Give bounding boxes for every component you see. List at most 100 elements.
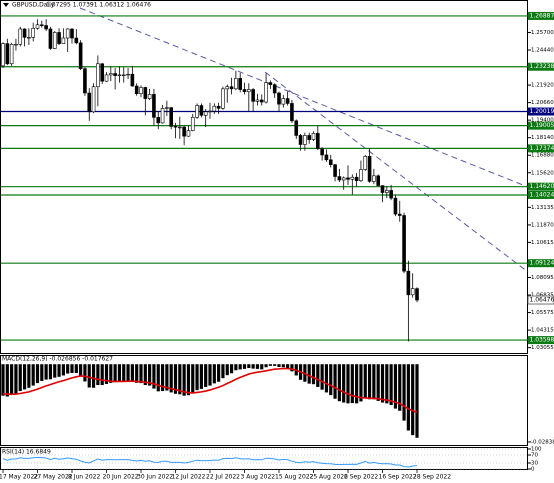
candle-body: [242, 89, 247, 92]
candle-body: [121, 74, 126, 77]
macd-bar: [139, 364, 143, 384]
macd-bar: [199, 364, 203, 389]
y-tick-label: 1.08095: [531, 275, 554, 281]
signal-line: [2, 367, 418, 414]
level-label: 1.03598: [530, 337, 554, 344]
candle-body: [354, 176, 359, 181]
candle-body: [65, 28, 70, 39]
candle-body: [410, 288, 415, 296]
candle-body: [156, 117, 161, 124]
candle-body: [199, 105, 204, 116]
candle-body: [57, 32, 61, 44]
candle-body: [359, 169, 363, 181]
macd-bar: [35, 364, 40, 384]
candle-body: [70, 28, 74, 39]
candle-body: [195, 105, 199, 118]
candle-body: [225, 86, 230, 90]
candle-body: [31, 27, 35, 38]
macd-bar: [264, 364, 268, 368]
y-tick-label: 1.03055: [531, 345, 554, 351]
macd-bar: [1, 364, 5, 396]
macd-bar: [10, 364, 14, 395]
candle-body: [272, 84, 277, 94]
macd-bar: [186, 364, 191, 396]
candle-body: [169, 107, 173, 127]
candle-body: [1, 43, 5, 67]
macd-bar: [217, 364, 221, 382]
macd-bar: [79, 364, 83, 377]
candle-body: [91, 86, 96, 113]
candle-body: [96, 63, 100, 88]
price-pane: [0, 0, 528, 354]
candle-body: [328, 159, 333, 165]
macd-bar: [160, 364, 165, 392]
candle-body: [152, 94, 156, 118]
candle-body: [117, 74, 122, 77]
macd-bar: [113, 364, 117, 383]
macd-bar: [152, 364, 156, 389]
macd-bar: [385, 364, 389, 404]
macd-bar: [191, 364, 195, 394]
macd-bar: [350, 364, 354, 404]
macd-pane: [0, 355, 528, 446]
candle-body: [78, 42, 83, 69]
macd-bar: [91, 364, 96, 388]
macd-bar: [324, 364, 329, 393]
candle-body: [74, 37, 79, 44]
macd-bar: [53, 364, 57, 378]
macd-bar: [204, 364, 208, 387]
x-tick-label: 6 Sep 2022: [344, 474, 378, 481]
x-tick-label: 17 May 2022: [0, 474, 38, 481]
macd-bar: [87, 364, 91, 388]
macd-bar: [165, 364, 169, 391]
macd-bar: [229, 364, 234, 374]
rsi-pane: [0, 447, 528, 470]
macd-bar: [333, 364, 337, 399]
candle-body: [376, 175, 380, 186]
candle-body: [22, 28, 27, 38]
macd-bar: [221, 364, 225, 379]
macd-bar: [234, 364, 238, 371]
macd-bar: [126, 364, 130, 381]
macd-bar: [255, 364, 260, 369]
macd-bar: [156, 364, 160, 392]
level-label: 1.23238: [530, 63, 554, 70]
y-tick-label: 1.16880: [531, 153, 554, 159]
candle-body: [14, 43, 18, 46]
macd-bar: [393, 364, 398, 409]
macd-bar: [342, 364, 346, 403]
candle-body: [113, 73, 117, 76]
level-box: [528, 182, 554, 191]
macd-bar: [5, 364, 9, 397]
macd-bar: [40, 364, 44, 381]
macd-bar: [169, 364, 173, 393]
x-tick-label: 3 Aug 2022: [241, 474, 276, 481]
macd-bar: [212, 364, 216, 384]
macd-bar: [337, 364, 341, 402]
macd-bar: [109, 364, 113, 383]
candle-body: [182, 126, 186, 137]
candle-body: [147, 94, 152, 99]
macd-bar: [380, 364, 385, 403]
candle-body: [87, 92, 92, 113]
rsi-title: RSI(14) 16.6849: [2, 449, 51, 456]
candle-body: [165, 107, 169, 109]
candle-body: [186, 130, 191, 137]
candle-body: [139, 87, 143, 94]
x-tick-label: 15 Aug 2022: [275, 474, 314, 481]
macd-bar: [117, 364, 122, 382]
y-tick-label: 1.21920: [531, 83, 554, 89]
candle-body: [238, 78, 242, 90]
candle-body: [363, 156, 368, 170]
macd-bar: [286, 364, 290, 369]
candle-body: [350, 176, 355, 180]
candle-body: [52, 32, 57, 49]
candle-body: [372, 175, 376, 182]
candle-body: [316, 133, 320, 149]
candle-body: [290, 103, 294, 122]
x-tick-label: 12 Jul 2022: [172, 474, 206, 481]
candle-body: [178, 126, 182, 129]
y-tick-label: 1.24440: [531, 47, 554, 53]
rsi-line: [2, 456, 418, 468]
